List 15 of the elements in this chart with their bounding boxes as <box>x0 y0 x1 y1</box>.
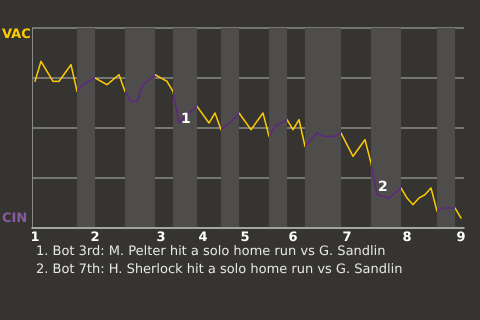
text: 2. Bot 7th: H. Sherlock hit a solo home run vs G. Sandlin <box>36 262 402 277</box>
text: CIN <box>2 211 28 226</box>
annotation: 2 <box>378 179 388 195</box>
x-tick-label: 5 <box>240 230 250 245</box>
x-tick-label: 7 <box>342 230 352 245</box>
annotation: 1 <box>181 111 191 127</box>
x-tick-label: 3 <box>156 230 166 245</box>
text: VAC <box>2 27 31 42</box>
x-tick-label: 4 <box>198 230 208 245</box>
x-tick-label: 1 <box>30 230 40 245</box>
text: 1. Bot 3rd: M. Pelter hit a solo home run vs G. Sandlin <box>36 244 386 259</box>
x-tick-label: 2 <box>90 230 100 245</box>
x-tick-label: 8 <box>402 230 412 245</box>
x-tick-label: 9 <box>456 230 466 245</box>
x-tick-label: 6 <box>288 230 298 245</box>
